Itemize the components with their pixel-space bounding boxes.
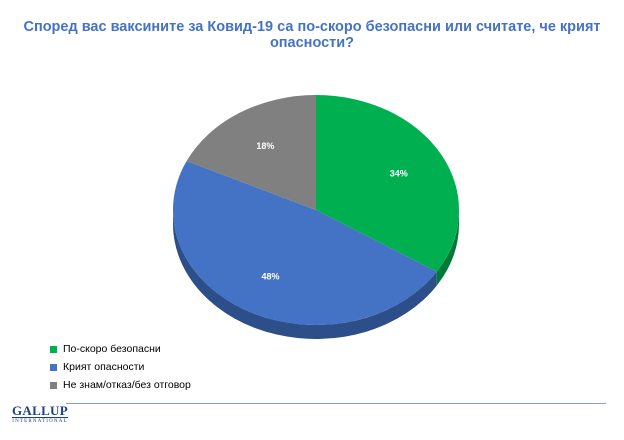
- legend-swatch-unsure: [50, 381, 57, 389]
- legend-swatch-safe: [50, 345, 57, 353]
- legend-item-unsure: Не знам/отказ/без отговор: [50, 376, 191, 394]
- legend-label-safe: По-скоро безопасни: [63, 343, 161, 355]
- logo-sub-text: INTERNATIONAL: [12, 417, 68, 424]
- pie-slice-safe: [316, 95, 459, 272]
- slice-label-unsure: 18%: [256, 141, 274, 151]
- pie-slice-risky: [172, 161, 437, 326]
- pie-side-safe: [436, 210, 459, 286]
- pie-slice-unsure: [186, 95, 316, 210]
- legend-label-unsure: Не знам/отказ/без отговор: [63, 379, 191, 391]
- footer-divider: [66, 403, 606, 404]
- legend: По-скоро безопасни Крият опасности Не зн…: [50, 340, 191, 394]
- legend-item-risky: Крият опасности: [50, 358, 191, 376]
- logo-main-text: GALLUP: [12, 403, 68, 418]
- chart-title: Според вас ваксините за Ковид-19 са по-с…: [23, 19, 601, 51]
- slice-label-safe: 34%: [390, 168, 408, 178]
- gallup-logo: GALLUP INTERNATIONAL: [12, 404, 68, 425]
- legend-label-risky: Крият опасности: [63, 361, 145, 373]
- slice-label-risky: 48%: [262, 272, 280, 282]
- legend-item-safe: По-скоро безопасни: [50, 340, 191, 358]
- legend-swatch-risky: [50, 363, 57, 371]
